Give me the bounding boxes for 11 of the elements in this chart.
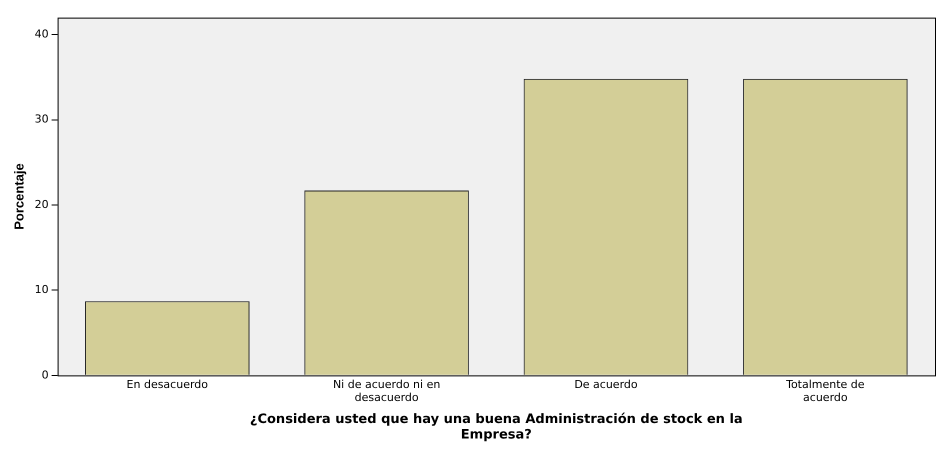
y-tick-label: 20 xyxy=(34,198,49,211)
x-axis-title: ¿Considera usted que hay una buena Administración de stock en la Empresa? xyxy=(250,412,743,443)
x-tick-label: Totalmente de acuerdo xyxy=(785,378,865,404)
x-tick-label: Ni de acuerdo ni en desacuerdo xyxy=(332,378,440,404)
y-axis-title: Porcentaje xyxy=(11,163,26,230)
y-tick-label: 0 xyxy=(42,368,49,382)
y-tick-label: 10 xyxy=(34,283,49,296)
x-tick-label: En desacuerdo xyxy=(126,378,208,391)
x-tick-label: De acuerdo xyxy=(574,378,638,391)
y-tick-label: 40 xyxy=(34,27,49,40)
y-tick-label: 30 xyxy=(34,112,49,126)
